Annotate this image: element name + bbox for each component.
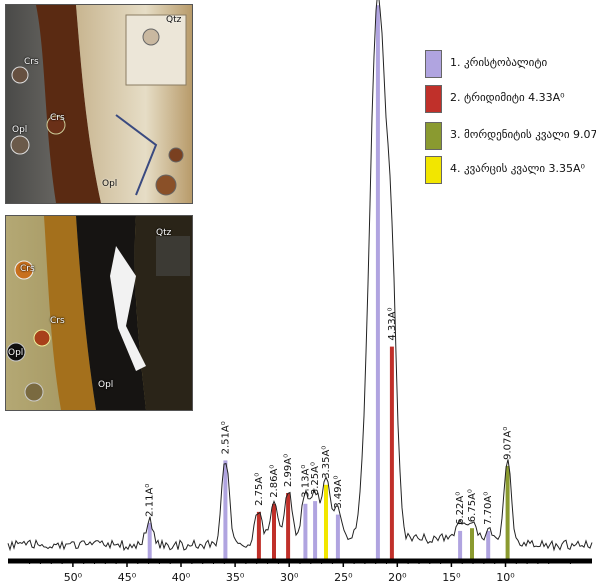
peak-label-12: 6.22A⁰	[455, 492, 466, 525]
micrograph-plane-light: Crs Crs Opl Opl Qtz	[5, 4, 193, 204]
micrograph-label-crs: Crs	[20, 264, 35, 274]
legend-item-tridymite: 2. ტრიდიმიტი 4.33A⁰	[425, 85, 596, 115]
peak-marker-bars	[147, 5, 510, 561]
peak-bar-12	[458, 530, 463, 561]
legend-label: 3. მორდენიტის კვალი 9.07	[450, 128, 596, 141]
peak-bar-10	[375, 5, 380, 561]
x-tick-label: 40⁰	[172, 571, 191, 584]
peak-label-11: 4.33A⁰	[387, 307, 398, 340]
legend-item-cristobalite: 1. კრისტობალიტი	[425, 50, 596, 80]
peak-labels: 2.11A⁰ 2.51A⁰ 2.75A⁰ 2.86A⁰ 2.99A⁰ 3.13A⁰3.25…	[145, 307, 514, 525]
peak-bar-13	[470, 528, 474, 561]
micrograph-label-crs: Crs	[50, 316, 65, 326]
micrograph-label-crs: Crs	[24, 57, 39, 67]
peak-label-6: 3.13A⁰	[300, 465, 311, 498]
peak-label-7: 3.25A⁰	[310, 462, 321, 495]
peak-bar-6	[303, 503, 308, 561]
peak-bar-4	[272, 503, 276, 561]
x-tick-label: 35⁰	[226, 571, 245, 584]
x-tick-label: 25⁰	[334, 571, 353, 584]
legend-item-quartz: 4. კვარცის კვალი 3.35A⁰	[425, 156, 596, 186]
x-tick-label: 50⁰	[64, 571, 83, 584]
legend-swatch	[425, 122, 442, 150]
peak-bar-5	[286, 493, 291, 561]
micrograph-crossed-polars-image	[6, 216, 192, 410]
micrograph-label-opl: Opl	[12, 125, 28, 135]
legend-swatch	[425, 85, 442, 113]
peak-label-4: 2.86A⁰	[269, 465, 280, 498]
legend-label: 4. კვარცის კვალი 3.35A⁰	[450, 162, 585, 175]
micrograph-crossed-polars: Crs Crs Opl Opl Qtz	[5, 215, 193, 411]
micrograph-label-qtz: Qtz	[156, 228, 172, 238]
peak-bar-2	[223, 460, 228, 561]
peak-label-15: 9.07A⁰	[503, 427, 514, 460]
peak-label-13: 6.75A⁰	[467, 489, 478, 522]
peak-bar-7	[313, 501, 318, 561]
x-tick-label: 10⁰	[496, 571, 515, 584]
peak-label-8: 3.35A⁰	[321, 446, 332, 479]
peak-label-5: 2.99A⁰	[283, 454, 294, 487]
legend-label: 1. კრისტობალიტი	[450, 56, 548, 69]
peak-bar-11	[389, 346, 394, 561]
peak-bar-3	[256, 511, 261, 561]
peak-bar-9	[335, 514, 340, 561]
legend-swatch	[425, 156, 442, 184]
micrograph-label-crs: Crs	[50, 113, 65, 123]
peak-label-3: 2.75A⁰	[254, 473, 265, 506]
micrograph-label-opl: Opl	[102, 179, 118, 189]
legend-item-mordenite: 3. მორდენიტის კვალი 9.07	[425, 122, 596, 152]
peak-label-2: 2.51A⁰	[220, 421, 231, 454]
micrograph-label-opl: Opl	[8, 348, 24, 358]
x-tick-label: 45⁰	[118, 571, 137, 584]
micrograph-plane-light-image	[6, 5, 192, 203]
legend-swatch	[425, 50, 442, 78]
peak-bar-1	[147, 522, 152, 561]
micrograph-label-opl: Opl	[98, 380, 114, 390]
peak-bar-14	[486, 530, 491, 561]
x-tick-label: 20⁰	[388, 571, 407, 584]
peak-bar-8	[324, 484, 328, 561]
micrograph-label-qtz: Qtz	[166, 15, 182, 25]
x-tick-label: 30⁰	[280, 571, 299, 584]
xrd-trace	[7, 0, 593, 552]
peak-label-9: 3.49A⁰	[333, 475, 344, 508]
peak-label-1: 2.11A⁰	[145, 484, 156, 517]
peak-label-14: 7.70A⁰	[483, 492, 494, 525]
x-tick-label: 15⁰	[442, 571, 461, 584]
x-axis-ticks: 50⁰ 45⁰ 40⁰ 35⁰ 30⁰ 25⁰ 20⁰ 15⁰ 10⁰	[29, 561, 571, 584]
legend-label: 2. ტრიდიმიტი 4.33A⁰	[450, 91, 565, 104]
peak-bar-15	[505, 465, 510, 561]
